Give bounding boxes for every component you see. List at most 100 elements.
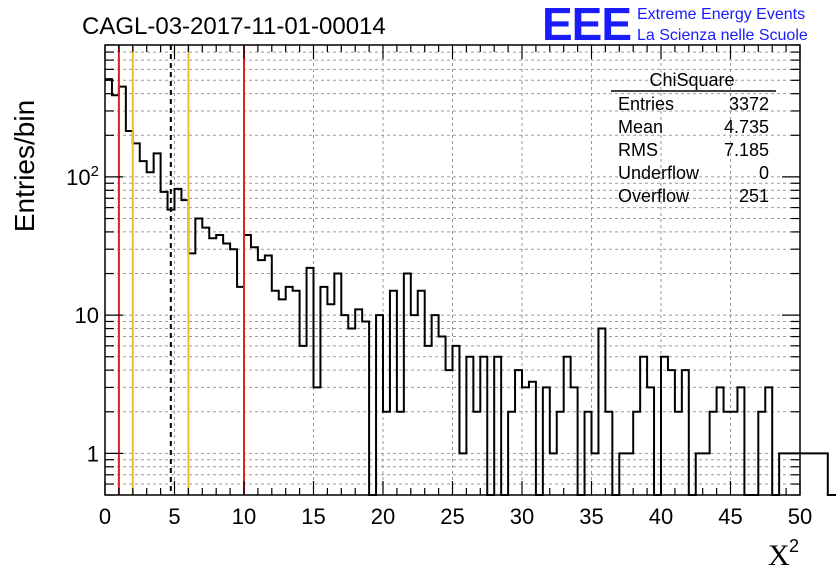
histogram-bin xyxy=(647,387,654,495)
y-tick-label: 10 xyxy=(75,303,99,328)
histogram-bin xyxy=(814,453,821,495)
histogram-bin xyxy=(807,453,814,495)
logo-line-2: La Scienza nelle Scuole xyxy=(637,27,808,44)
histogram-bin xyxy=(661,357,668,495)
stats-value-mean: 4.735 xyxy=(724,117,769,137)
histogram-bin xyxy=(314,387,321,495)
histogram-bin xyxy=(397,412,404,495)
histogram-bin xyxy=(821,453,828,495)
histogram-bin xyxy=(494,357,501,495)
histogram-bin xyxy=(598,329,605,495)
histogram-bin xyxy=(508,412,515,495)
stats-value-overflow: 251 xyxy=(739,186,769,206)
histogram-bin xyxy=(592,453,599,495)
histogram-outline xyxy=(105,78,836,497)
histogram-bin xyxy=(550,453,557,495)
histogram-bin xyxy=(279,299,286,495)
histogram-bin xyxy=(432,315,439,495)
histogram-bin xyxy=(307,268,314,495)
stats-box: ChiSquare Entries 3372 Mean 4.735 RMS 7.… xyxy=(611,70,776,206)
x-tick-label: 30 xyxy=(510,504,534,529)
stats-label-underflow: Underflow xyxy=(618,163,700,183)
histogram-bin xyxy=(126,131,133,495)
stats-label-overflow: Overflow xyxy=(618,186,690,206)
histogram-bin xyxy=(293,291,300,495)
histogram-bin xyxy=(585,412,592,495)
histogram-bin xyxy=(605,412,612,495)
histogram-bin xyxy=(480,357,487,495)
histogram-bin xyxy=(237,287,244,495)
histogram-bin xyxy=(737,387,744,495)
stats-value-entries: 3372 xyxy=(729,94,769,114)
histogram-bin xyxy=(286,287,293,495)
histogram-bin xyxy=(668,370,675,495)
histogram-bin xyxy=(418,291,425,495)
histogram-bin xyxy=(265,256,272,495)
histogram-bin xyxy=(779,453,786,495)
histogram-bin xyxy=(195,219,202,495)
histogram-bin xyxy=(800,453,807,495)
histogram-bin xyxy=(466,357,473,495)
histogram-bin xyxy=(320,287,327,495)
histogram-bin xyxy=(140,161,147,495)
histogram-bin xyxy=(717,387,724,495)
x-axis-label-main: X xyxy=(768,539,790,572)
histogram-bin xyxy=(571,387,578,495)
x-tick-label: 45 xyxy=(718,504,742,529)
histogram-bin xyxy=(216,235,223,495)
x-tick-label: 50 xyxy=(788,504,812,529)
histogram-bin xyxy=(244,235,251,495)
histogram-bin xyxy=(446,370,453,495)
histogram-layer xyxy=(105,78,836,497)
histogram-bin xyxy=(272,291,279,495)
histogram-bin xyxy=(626,453,633,495)
x-tick-label: 40 xyxy=(649,504,673,529)
histogram-bin xyxy=(473,412,480,495)
histogram-bin xyxy=(223,243,230,495)
histogram-bin xyxy=(209,238,216,495)
y-tick-label: 102 xyxy=(66,163,99,190)
histogram-bin xyxy=(731,412,738,495)
histogram-bin xyxy=(543,387,550,495)
chart-title: CAGL-03-2017-11-01-00014 xyxy=(82,13,386,40)
histogram-bin xyxy=(112,95,119,495)
histogram-bin xyxy=(515,370,522,495)
marker-lines-layer xyxy=(117,45,245,495)
histogram-bin xyxy=(696,453,703,495)
histogram-bin xyxy=(362,321,369,495)
histogram-bin xyxy=(161,192,168,495)
stats-box-title: ChiSquare xyxy=(649,70,734,90)
logo-line-1: Extreme Energy Events xyxy=(637,6,805,23)
stats-label-mean: Mean xyxy=(618,117,663,137)
x-tick-label: 5 xyxy=(168,504,180,529)
histogram-bin xyxy=(230,249,237,495)
x-axis-label-superscript: 2 xyxy=(789,536,799,556)
stats-value-rms: 7.185 xyxy=(724,140,769,160)
histogram-bin xyxy=(334,274,341,495)
stats-value-underflow: 0 xyxy=(759,163,769,183)
x-tick-label: 10 xyxy=(232,504,256,529)
histogram-bin xyxy=(390,291,397,495)
histogram-bin xyxy=(675,412,682,495)
histogram-bin xyxy=(355,309,362,495)
x-tick-label: 20 xyxy=(371,504,395,529)
histogram-bin xyxy=(758,412,765,495)
histogram-bin xyxy=(181,200,188,495)
histogram-bin xyxy=(202,228,209,495)
histogram-bin xyxy=(710,412,717,495)
histogram-bin xyxy=(439,337,446,495)
eee-logo-mark: EEE xyxy=(542,0,631,50)
histogram-bin xyxy=(251,247,258,495)
histogram-bin xyxy=(175,189,182,495)
histogram-bin xyxy=(404,274,411,495)
histogram-bin xyxy=(453,346,460,495)
y-tick-label: 1 xyxy=(87,441,99,466)
histogram-bin xyxy=(682,370,689,495)
histogram-bin xyxy=(154,153,161,495)
histogram-bin xyxy=(258,260,265,495)
axes-layer: 0 5 10 15 20 25 30 35 40 45 50 1 10 102 xyxy=(66,44,812,529)
histogram-bin xyxy=(105,79,112,495)
x-tick-label: 15 xyxy=(301,504,325,529)
